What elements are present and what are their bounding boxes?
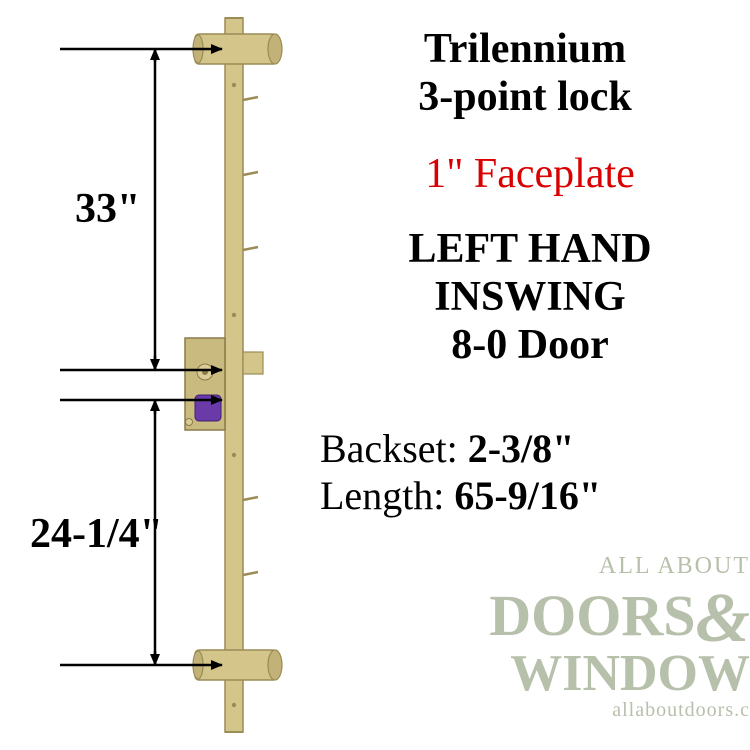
title-block: Trilennium 3-point lock	[335, 25, 715, 121]
hand-line1: LEFT HAND	[355, 225, 705, 273]
hand-line3: 8-0 Door	[355, 321, 705, 369]
hand-line2: INSWING	[355, 273, 705, 321]
backset-label: Backset:	[320, 426, 458, 471]
wm-line2: DOORS	[489, 583, 695, 648]
watermark: ALL ABOUT DOORS& WINDOW allaboutdoors.c	[440, 554, 750, 720]
wm-amp: &	[696, 580, 750, 657]
title-line1: Trilennium	[335, 25, 715, 73]
length-value: 65-9/16"	[454, 473, 601, 518]
faceplate-text: 1" Faceplate	[350, 150, 710, 198]
dim-upper-label: 33"	[75, 185, 140, 233]
wm-line1: ALL ABOUT	[440, 554, 750, 578]
hand-block: LEFT HAND INSWING 8-0 Door	[355, 225, 705, 369]
backset-value: 2-3/8"	[468, 426, 575, 471]
specs-block: Backset: 2-3/8" Length: 65-9/16"	[320, 425, 601, 519]
dim-lower-label: 24-1/4"	[30, 510, 163, 558]
length-label: Length:	[320, 473, 444, 518]
title-line2: 3-point lock	[335, 73, 715, 121]
wm-line4: allaboutdoors.c	[440, 700, 750, 720]
